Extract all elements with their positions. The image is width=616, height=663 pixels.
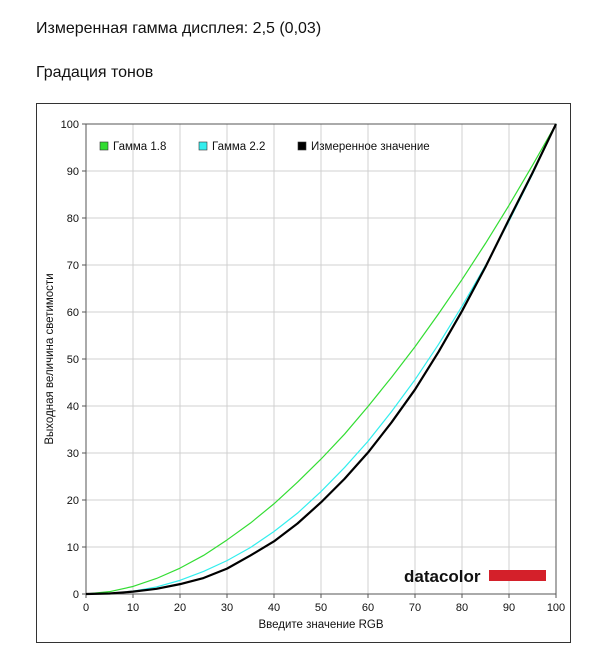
- y-tick-label: 0: [73, 589, 79, 601]
- logo-accent-bar: [489, 570, 546, 581]
- grid: [86, 124, 556, 594]
- series-line-measured: [85, 123, 557, 596]
- y-tick-label: 100: [61, 119, 79, 131]
- measured-gamma-heading: Измеренная гамма дисплея: 2,5 (0,03): [36, 20, 322, 37]
- tone-gradation-heading: Градация тонов: [36, 64, 154, 81]
- x-tick-label: 80: [456, 602, 468, 614]
- y-tick-label: 50: [67, 354, 79, 366]
- y-tick-label: 40: [67, 401, 79, 413]
- y-tick-label: 10: [67, 542, 79, 554]
- x-tick-label: 20: [174, 602, 186, 614]
- y-tick-label: 60: [67, 307, 79, 319]
- series-line-gamma-1-8: [85, 123, 557, 595]
- series-lines: [85, 123, 557, 596]
- legend-label-measured: Измеренное значение: [311, 141, 430, 153]
- x-tick-label: 50: [315, 602, 327, 614]
- x-tick-label: 100: [547, 602, 565, 614]
- y-tick-label: 20: [67, 495, 79, 507]
- x-tick-label: 10: [127, 602, 139, 614]
- y-axis-label: Выходная величина светимости: [44, 273, 56, 444]
- legend-label-gamma-1-8: Гамма 1.8: [113, 141, 166, 153]
- series-line-gamma-2-2: [85, 123, 557, 595]
- chart-panel: 0 10 20 30 40 50 60 70 80 90 100 0 10 20 30 40 50 60 70 80…: [36, 103, 571, 643]
- datacolor-logo: datacolor: [404, 567, 546, 586]
- x-tick-label: 60: [362, 602, 374, 614]
- y-tick-label: 80: [67, 213, 79, 225]
- y-tick-label: 30: [67, 448, 79, 460]
- y-axis-ticks: 0 10 20 30 40 50 60 70 80 90 100: [61, 119, 86, 601]
- x-tick-label: 90: [503, 602, 515, 614]
- y-tick-label: 70: [67, 260, 79, 272]
- x-axis-label: Введите значение RGB: [258, 619, 383, 631]
- logo-text: datacolor: [404, 567, 481, 586]
- legend-swatch-gamma-2-2: [198, 141, 208, 151]
- legend-swatch-measured: [297, 141, 307, 151]
- legend-swatch-gamma-1-8: [99, 141, 109, 151]
- x-tick-label: 70: [409, 602, 421, 614]
- x-tick-label: 0: [83, 602, 89, 614]
- x-tick-label: 30: [221, 602, 233, 614]
- y-tick-label: 90: [67, 166, 79, 178]
- x-axis-ticks: 0 10 20 30 40 50 60 70 80 90 100: [83, 594, 565, 614]
- x-tick-label: 40: [268, 602, 280, 614]
- tone-chart: 0 10 20 30 40 50 60 70 80 90 100 0 10 20 30 40 50 60 70 80…: [44, 119, 565, 631]
- legend: Гамма 1.8 Гамма 2.2 Измеренное значение: [99, 141, 430, 153]
- legend-label-gamma-2-2: Гамма 2.2: [212, 141, 265, 153]
